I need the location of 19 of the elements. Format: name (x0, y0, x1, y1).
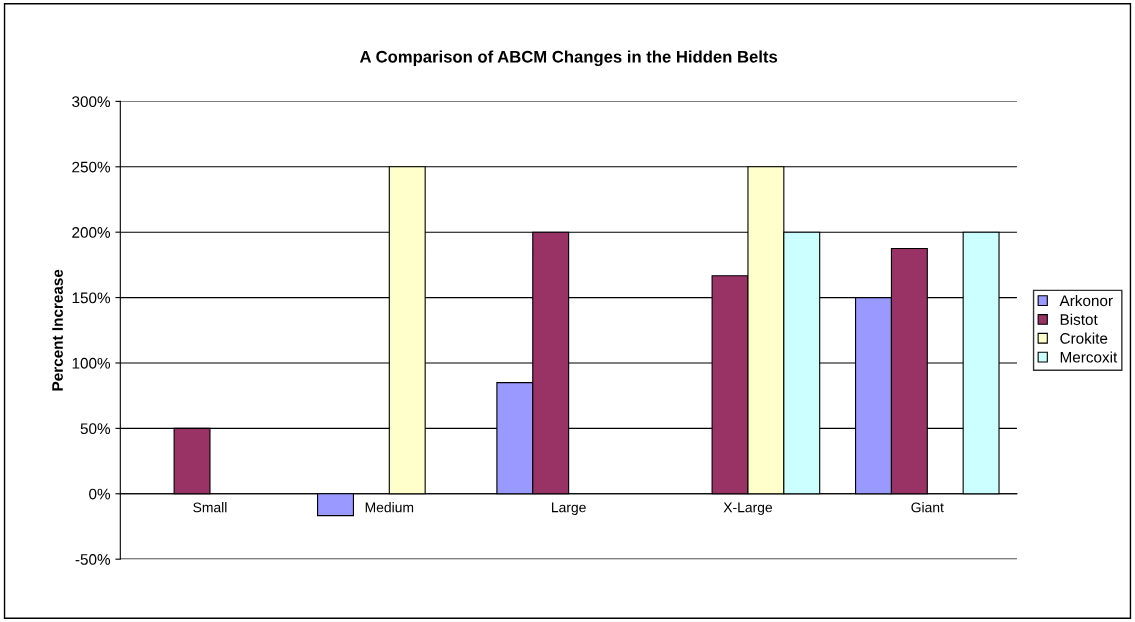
x-tick-label: X-Large (723, 502, 773, 516)
legend-label: Crokite (1060, 332, 1108, 344)
y-tick-label: 50% (80, 423, 111, 435)
chart-title: A Comparison of ABCM Changes in the Hidden Belts (359, 50, 778, 67)
y-axis-title: Percent Increase (52, 269, 63, 391)
legend-label: Arkonor (1059, 294, 1113, 307)
x-tick-label: Small (193, 502, 227, 513)
x-tick-label: Giant (911, 502, 944, 513)
y-tick-label: 150% (72, 292, 111, 304)
x-tick-label: Medium (365, 502, 414, 513)
legend-label: Bistot (1060, 313, 1098, 325)
y-tick-label: -50% (75, 554, 111, 565)
legend-label: Mercoxit (1060, 351, 1118, 363)
x-tick-label: Large (552, 502, 586, 516)
y-tick-label: 300% (72, 96, 111, 108)
y-tick-label: 200% (72, 227, 111, 238)
y-tick-label: 100% (72, 357, 111, 369)
y-tick-label: 250% (72, 161, 111, 173)
y-tick-label: 0% (89, 488, 111, 500)
